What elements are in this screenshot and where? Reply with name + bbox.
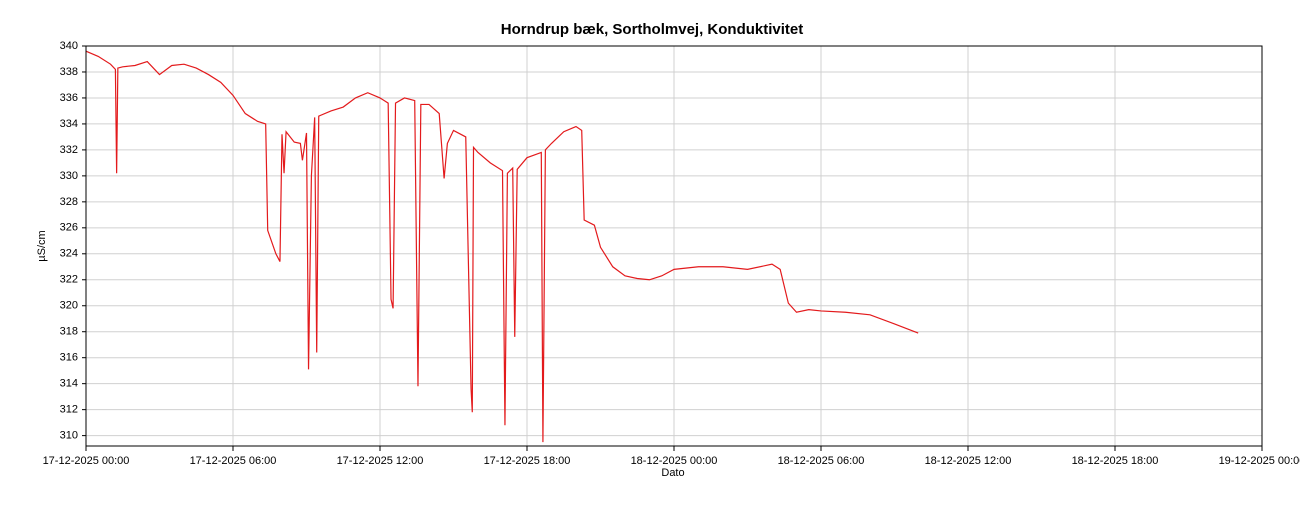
y-axis-label: µS/cm [36,230,48,261]
y-tick-label: 312 [60,404,78,416]
y-tick-label: 336 [60,92,78,104]
y-tick-label: 322 [60,274,78,286]
y-tick-label: 310 [60,430,78,442]
x-tick-label: 18-12-2025 12:00 [925,455,1012,467]
data-line [85,50,919,443]
y-tick-label: 318 [60,326,78,338]
x-tick-label: 18-12-2025 00:00 [631,455,718,467]
y-tick-label: 338 [60,66,78,78]
y-tick-label: 332 [60,144,78,156]
x-tick-label: 19-12-2025 00:00 [1219,455,1300,467]
y-tick-label: 328 [60,196,78,208]
y-tick-label: 326 [60,222,78,234]
y-tick-label: 316 [60,352,78,364]
y-tick-label: 320 [60,300,78,312]
plot [85,50,919,443]
x-tick-label: 18-12-2025 18:00 [1072,455,1159,467]
x-tick-label: 17-12-2025 18:00 [484,455,571,467]
chart-title: Horndrup bæk, Sortholmvej, Konduktivitet [501,21,804,38]
x-tick-label: 17-12-2025 12:00 [337,455,424,467]
y-tick-label: 324 [60,248,78,260]
x-tick-label: 18-12-2025 06:00 [778,455,865,467]
y-tick-label: 340 [60,40,78,52]
x-tick-label: 17-12-2025 00:00 [43,455,130,467]
x-axis-label: Dato [661,467,684,479]
x-tick-label: 17-12-2025 06:00 [190,455,277,467]
y-tick-label: 334 [60,118,78,130]
y-tick-label: 330 [60,170,78,182]
y-tick-label: 314 [60,378,78,390]
